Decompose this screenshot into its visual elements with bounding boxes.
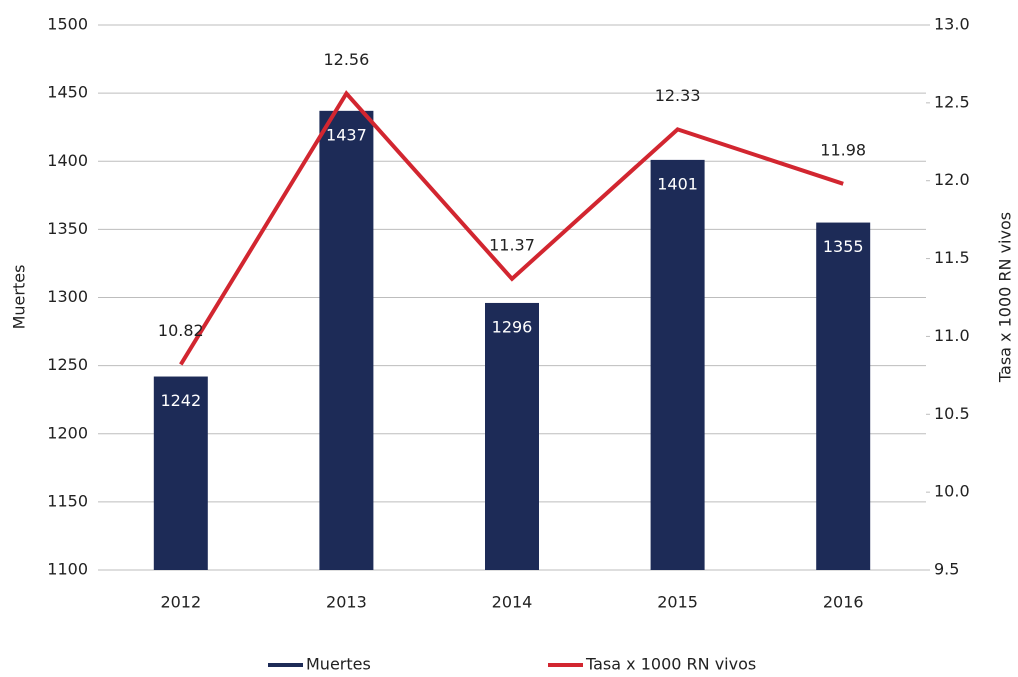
- y-tick-label: 1450: [47, 83, 88, 102]
- y2-tick-label: 13.0: [934, 15, 970, 34]
- bar-value-label: 1355: [823, 237, 864, 256]
- y2-tick-label: 12.0: [934, 170, 970, 189]
- y2-tick-label: 11.5: [934, 248, 970, 267]
- x-tick-label: 2015: [657, 593, 698, 612]
- bar: [816, 222, 871, 570]
- y-tick-label: 1200: [47, 423, 88, 442]
- y-tick-label: 1150: [47, 491, 88, 510]
- y2-tick-label: 9.5: [934, 560, 959, 579]
- bar-value-label: 1242: [160, 391, 201, 410]
- line-value-label: 10.82: [158, 321, 204, 340]
- bar: [485, 302, 539, 570]
- legend-label: Tasa x 1000 RN vivos: [585, 655, 756, 674]
- bar: [153, 376, 208, 570]
- x-tick-label: 2014: [492, 593, 533, 612]
- bar: [319, 110, 374, 571]
- y-tick-label: 1250: [47, 355, 88, 374]
- x-tick-label: 2012: [160, 593, 201, 612]
- y-tick-label: 1500: [47, 15, 88, 34]
- y-tick-label: 1350: [47, 219, 88, 238]
- y2-axis-label: Tasa x 1000 RN vivos: [996, 212, 1015, 383]
- line-value-label: 11.98: [820, 140, 866, 159]
- bar-value-label: 1401: [657, 174, 698, 193]
- x-tick-label: 2016: [823, 593, 864, 612]
- y2-tick-label: 10.5: [934, 404, 970, 423]
- y2-tick-label: 12.5: [934, 92, 970, 111]
- bar: [650, 159, 705, 570]
- y2-tick-label: 10.0: [934, 482, 970, 501]
- legend-label: Muertes: [306, 655, 371, 674]
- line-series: [179, 90, 844, 366]
- y-tick-label: 1300: [47, 287, 88, 306]
- line-value-label: 12.33: [655, 86, 701, 105]
- bar-value-label: 1296: [492, 317, 533, 336]
- y-axis-label: Muertes: [10, 265, 29, 330]
- line-value-label: 12.56: [323, 50, 369, 69]
- bar-value-label: 1437: [326, 125, 367, 144]
- y-tick-label: 1400: [47, 151, 88, 170]
- y-tick-label: 1100: [47, 560, 88, 579]
- x-tick-label: 2013: [326, 593, 367, 612]
- line-value-label: 11.37: [489, 235, 535, 254]
- y2-tick-label: 11.0: [934, 326, 970, 345]
